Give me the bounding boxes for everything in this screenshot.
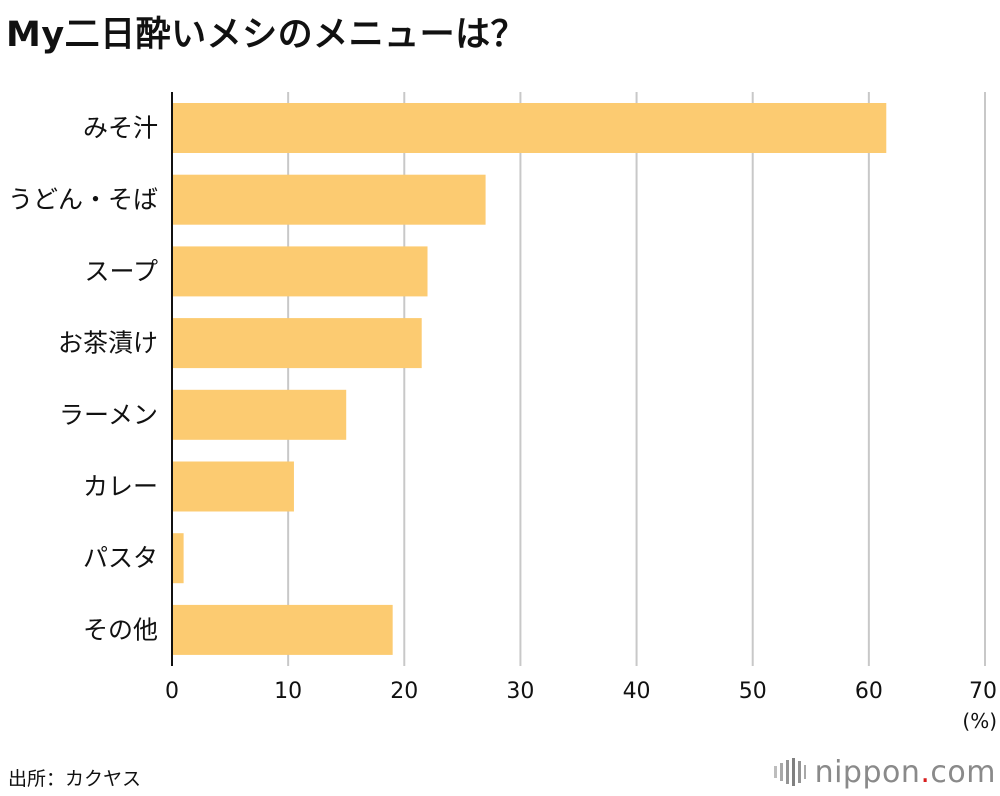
logo-dot: . — [920, 754, 931, 790]
category-label-5: カレー — [83, 472, 158, 501]
bar-5 — [172, 461, 294, 512]
x-tick-label-60: 60 — [855, 679, 883, 704]
x-tick-label-50: 50 — [739, 679, 767, 704]
nippon-logo: nippon. com — [773, 754, 996, 790]
category-label-6: パスタ — [83, 544, 158, 573]
sound-bars-icon — [773, 758, 806, 786]
category-label-1: うどん・そば — [8, 185, 158, 214]
bar-0 — [172, 103, 887, 153]
x-tick-label-0: 0 — [165, 679, 179, 704]
x-axis-unit-label: (%) — [962, 709, 997, 733]
x-tick-label-40: 40 — [623, 679, 651, 704]
category-label-7: その他 — [83, 615, 158, 644]
bar-3 — [172, 318, 422, 369]
category-label-2: スープ — [84, 257, 158, 286]
x-tick-labels: 0 10 20 30 40 50 60 70 — [165, 679, 997, 704]
x-tick-label-20: 20 — [390, 679, 418, 704]
category-label-3: お茶漬け — [58, 329, 158, 358]
bar-2 — [172, 246, 428, 297]
logo-tld: com — [930, 754, 996, 790]
logo-name: nippon — [814, 754, 921, 790]
bar-series — [172, 103, 887, 655]
bar-4 — [172, 389, 347, 440]
source-note: 出所：カクヤス — [8, 768, 142, 790]
x-tick-label-10: 10 — [274, 679, 302, 704]
category-label-0: みそ汁 — [83, 114, 158, 143]
x-tick-label-30: 30 — [506, 679, 534, 704]
category-label-4: ラーメン — [59, 400, 158, 429]
bar-7 — [172, 604, 393, 655]
x-tick-label-70: 70 — [969, 679, 997, 704]
bar-1 — [172, 174, 486, 225]
bar-6 — [172, 533, 184, 584]
chart-title: My二日酔いメシのメニューは？ — [6, 15, 527, 55]
